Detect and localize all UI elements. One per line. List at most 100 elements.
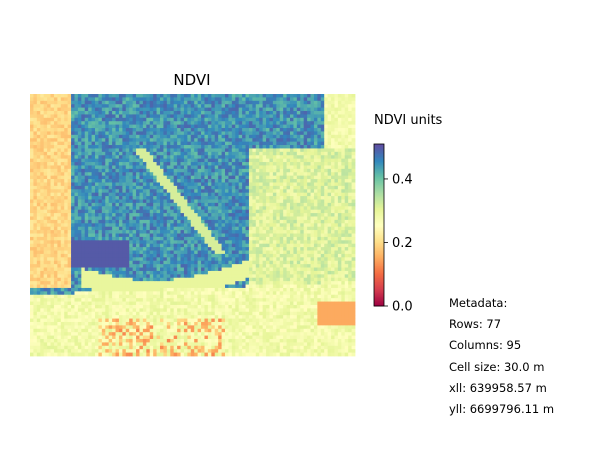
raster-cell: [262, 236, 267, 241]
raster-cell: [30, 111, 34, 115]
raster-cell: [153, 243, 157, 248]
raster-cell: [197, 196, 202, 200]
raster-cell: [259, 111, 264, 115]
raster-cell: [221, 226, 226, 231]
raster-cell: [129, 114, 134, 119]
raster-cell: [344, 145, 349, 149]
raster-cell: [33, 240, 38, 245]
raster-cell: [272, 182, 277, 187]
raster-cell: [320, 250, 325, 255]
raster-cell: [266, 226, 270, 231]
raster-cell: [180, 165, 185, 170]
raster-cell: [132, 257, 137, 262]
raster-cell: [98, 145, 103, 149]
raster-cell: [125, 165, 130, 170]
raster-cell: [235, 94, 240, 98]
raster-cell: [139, 223, 144, 228]
raster-cell: [259, 107, 264, 112]
raster-cell: [142, 104, 147, 109]
raster-cell: [40, 165, 45, 170]
raster-cell: [108, 206, 113, 211]
raster-cell: [101, 185, 106, 190]
raster-cell: [40, 189, 45, 194]
raster-cell: [149, 267, 154, 272]
raster-cell: [313, 111, 318, 115]
raster-cell: [286, 243, 291, 248]
raster-cell: [132, 189, 137, 194]
raster-cell: [115, 141, 120, 146]
raster-cell: [30, 148, 34, 153]
raster-cell: [331, 219, 335, 224]
raster-cell: [194, 270, 199, 275]
raster-cell: [156, 226, 161, 231]
raster-cell: [310, 145, 315, 149]
raster-cell: [331, 223, 335, 228]
raster-cell: [105, 209, 110, 214]
raster-cell: [293, 111, 298, 115]
raster-cell: [136, 223, 140, 228]
raster-cell: [95, 94, 99, 98]
raster-cell: [341, 247, 346, 251]
raster-cell: [296, 175, 301, 180]
raster-cell: [122, 97, 127, 102]
raster-cell: [279, 94, 284, 98]
raster-cell: [337, 179, 342, 183]
raster-cell: [142, 165, 147, 170]
raster-cell: [95, 199, 99, 204]
raster-cell: [296, 121, 301, 126]
raster-cell: [231, 182, 236, 187]
raster-cell: [136, 243, 140, 248]
raster-cell: [197, 267, 202, 272]
raster-cell: [331, 134, 335, 139]
raster-cell: [296, 165, 301, 170]
raster-cell: [64, 104, 69, 109]
raster-cell: [95, 114, 99, 119]
raster-cell: [194, 236, 199, 241]
raster-cell: [252, 185, 257, 190]
raster-cell: [197, 158, 202, 163]
raster-cell: [125, 196, 130, 200]
raster-cell: [67, 172, 72, 177]
raster-cell: [341, 219, 346, 224]
raster-cell: [327, 100, 332, 105]
raster-cell: [351, 236, 356, 241]
raster-cell: [64, 100, 69, 105]
raster-cell: [81, 213, 86, 217]
raster-cell: [351, 223, 356, 228]
raster-cell: [310, 264, 315, 268]
raster-cell: [47, 124, 51, 129]
raster-cell: [81, 155, 86, 160]
raster-cell: [95, 206, 99, 211]
raster-cell: [334, 182, 339, 187]
raster-cell: [242, 155, 246, 160]
raster-cell: [91, 134, 96, 139]
raster-cell: [300, 196, 305, 200]
raster-cell: [166, 141, 171, 146]
raster-cell: [337, 97, 342, 102]
raster-cell: [351, 240, 356, 245]
raster-cell: [43, 199, 48, 204]
raster-cell: [118, 151, 123, 156]
raster-cell: [81, 270, 86, 275]
raster-cell: [231, 253, 236, 258]
raster-cell: [266, 158, 270, 163]
raster-cell: [88, 185, 92, 190]
raster-cell: [163, 117, 168, 122]
raster-cell: [320, 162, 325, 166]
raster-cell: [173, 247, 178, 251]
raster-cell: [53, 247, 58, 251]
raster-cell: [125, 226, 130, 231]
raster-cell: [266, 138, 270, 143]
raster-cell: [40, 145, 45, 149]
raster-cell: [53, 165, 58, 170]
raster-cell: [197, 100, 202, 105]
raster-cell: [327, 189, 332, 194]
raster-cell: [238, 267, 243, 272]
raster-cell: [211, 192, 216, 197]
raster-cell: [214, 114, 219, 119]
raster-cell: [33, 213, 38, 217]
raster-cell: [88, 104, 92, 109]
raster-cell: [296, 216, 301, 221]
raster-cell: [293, 148, 298, 153]
raster-cell: [279, 128, 284, 132]
